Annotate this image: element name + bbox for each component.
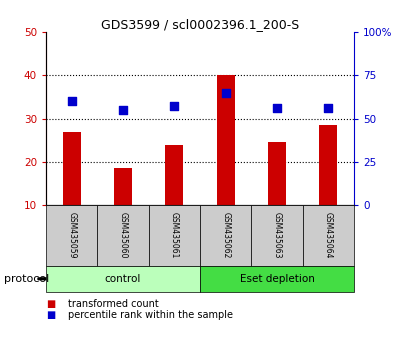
Text: Eset depletion: Eset depletion bbox=[240, 274, 314, 284]
Title: GDS3599 / scl0002396.1_200-S: GDS3599 / scl0002396.1_200-S bbox=[101, 18, 299, 31]
Point bbox=[222, 90, 229, 95]
Bar bbox=[319, 125, 337, 205]
Text: protocol: protocol bbox=[4, 274, 49, 284]
Text: GSM435062: GSM435062 bbox=[221, 212, 230, 259]
Text: GSM435063: GSM435063 bbox=[272, 212, 282, 259]
Text: control: control bbox=[105, 274, 141, 284]
Text: ■: ■ bbox=[46, 299, 55, 309]
Point bbox=[171, 103, 178, 108]
Text: GSM435059: GSM435059 bbox=[67, 212, 76, 259]
Text: GSM435061: GSM435061 bbox=[170, 212, 179, 259]
Point bbox=[325, 105, 332, 110]
Text: percentile rank within the sample: percentile rank within the sample bbox=[68, 310, 233, 320]
Point bbox=[274, 105, 280, 110]
Point bbox=[120, 107, 126, 113]
Bar bbox=[268, 142, 286, 205]
Text: ■: ■ bbox=[46, 310, 55, 320]
Bar bbox=[217, 75, 235, 205]
Text: GSM435060: GSM435060 bbox=[118, 212, 128, 259]
Bar bbox=[63, 132, 81, 205]
Bar bbox=[114, 169, 132, 205]
Point bbox=[68, 98, 75, 104]
Bar bbox=[165, 144, 183, 205]
Text: GSM435064: GSM435064 bbox=[324, 212, 333, 259]
Text: transformed count: transformed count bbox=[68, 299, 159, 309]
